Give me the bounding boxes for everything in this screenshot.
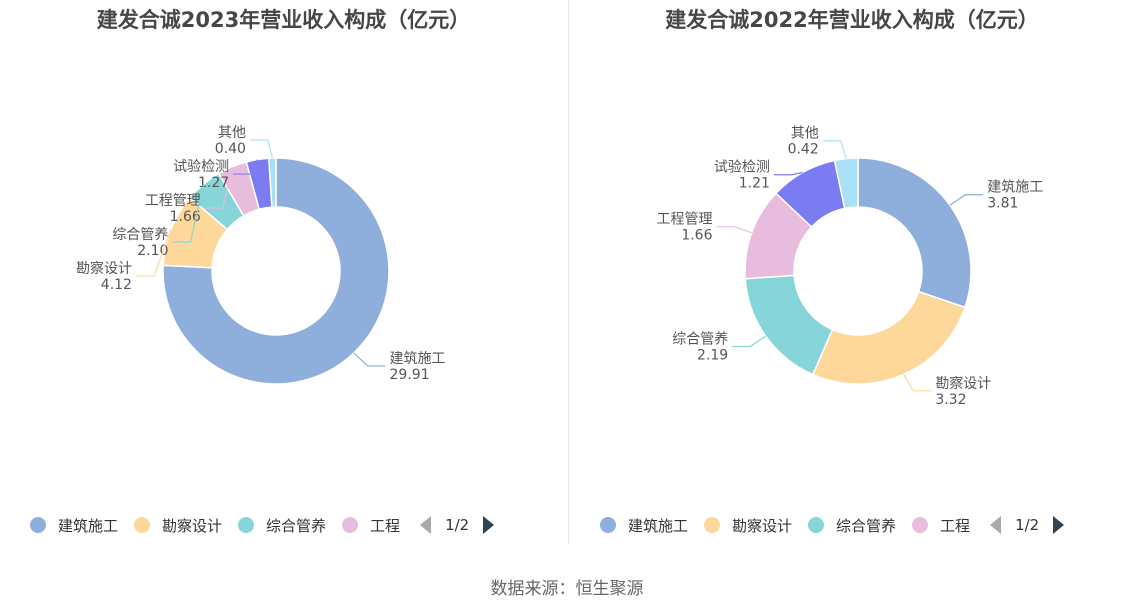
legend-item-survey-design[interactable]: 勘察设计	[704, 515, 792, 536]
slice-label-2: 综合管养	[112, 227, 168, 243]
source-note: 数据来源：恒生聚源	[490, 579, 644, 599]
leader-line-5	[822, 140, 847, 159]
slice-value-3: 1.66	[681, 228, 712, 244]
legend-dot	[600, 517, 616, 533]
legend-pager: 1/2	[990, 516, 1065, 534]
legend-item-construction[interactable]: 建筑施工	[30, 515, 118, 536]
pager-text: 1/2	[1015, 516, 1040, 534]
slice-value-1: 4.12	[101, 277, 132, 293]
pager-text: 1/2	[445, 516, 470, 534]
legend-dot	[134, 517, 151, 533]
slice-label-4: 试验检测	[714, 160, 770, 176]
pager-prev-icon[interactable]	[420, 516, 432, 534]
legend-item-engineering[interactable]: 工程	[912, 515, 970, 536]
legend-label: 综合管养	[836, 516, 897, 535]
legend: 建筑施工 勘察设计 综合管养 工程 1/2	[30, 512, 495, 538]
slice-value-0: 3.81	[987, 196, 1018, 212]
slice-label-0: 建筑施工	[987, 180, 1043, 196]
legend-label: 建筑施工	[628, 516, 689, 535]
slice-0[interactable]	[162, 157, 390, 385]
chart-title: 建发合诚2023年营业收入构成（亿元）	[96, 8, 471, 32]
legend-item-engineering[interactable]: 工程	[342, 515, 400, 536]
leader-line-0	[353, 352, 386, 367]
legend-dot	[808, 517, 825, 533]
pager-next-icon[interactable]	[1053, 516, 1065, 534]
leader-line-3	[204, 166, 233, 209]
leader-line-5	[249, 139, 273, 159]
slice-5[interactable]	[833, 157, 859, 210]
leader-line-3	[716, 226, 752, 234]
slice-label-3: 工程管理	[145, 193, 201, 209]
legend-label: 勘察设计	[162, 516, 223, 535]
slice-value-5: 0.42	[788, 142, 819, 158]
slice-label-5: 其他	[218, 125, 246, 141]
slice-label-3: 工程管理	[656, 212, 712, 228]
panel-divider	[568, 0, 569, 545]
legend-label: 工程	[940, 516, 971, 535]
legend-dot	[342, 517, 359, 533]
leader-line-4	[233, 159, 259, 175]
chart-panel-2023: 建发合诚2023年营业收入构成（亿元） 建筑施工 29.91 其他 0.40 试验检测 1…	[0, 0, 567, 545]
pager-next-icon[interactable]	[483, 516, 495, 534]
legend-dot	[912, 517, 929, 533]
legend-dot	[238, 517, 255, 533]
slice-value-2: 2.10	[137, 243, 168, 259]
slice-value-4: 1.27	[198, 175, 229, 191]
legend-item-maintenance[interactable]: 综合管养	[808, 515, 896, 536]
leader-line-4	[773, 171, 803, 176]
chart-panel-2022: 建发合诚2022年营业收入构成（亿元） 建筑施工 3.81 勘察设计 3.32 其他 0.…	[570, 0, 1134, 545]
slice-value-3: 1.66	[170, 209, 201, 225]
slice-label-2: 综合管养	[672, 331, 728, 347]
slice-value-0: 29.91	[390, 367, 430, 383]
legend-pager: 1/2	[420, 516, 495, 534]
slice-value-1: 3.32	[935, 392, 966, 408]
slice-2[interactable]	[744, 274, 834, 376]
slice-value-4: 1.21	[739, 176, 770, 192]
chart-title: 建发合诚2022年营业收入构成（亿元）	[665, 8, 1039, 32]
slice-value-5: 0.40	[215, 141, 246, 157]
legend-label: 工程	[370, 516, 401, 535]
slice-label-0: 建筑施工	[390, 351, 446, 367]
leader-line-2	[172, 184, 205, 243]
legend-item-construction[interactable]: 建筑施工	[600, 515, 688, 536]
legend-item-maintenance[interactable]: 综合管养	[238, 515, 326, 536]
pager-prev-icon[interactable]	[990, 516, 1002, 534]
slice-label-1: 勘察设计	[76, 260, 132, 277]
leader-line-0	[949, 194, 984, 206]
slice-5[interactable]	[268, 157, 277, 208]
legend-label: 建筑施工	[58, 516, 119, 535]
slice-1[interactable]	[811, 290, 966, 385]
legend-dot	[30, 517, 46, 533]
leader-line-1	[135, 229, 172, 277]
legend-label: 综合管养	[266, 516, 327, 535]
slice-value-2: 2.19	[697, 347, 728, 363]
legend-item-survey-design[interactable]: 勘察设计	[134, 515, 222, 536]
slice-0[interactable]	[857, 157, 972, 309]
slice-label-1: 勘察设计	[935, 375, 991, 392]
leader-line-2	[732, 335, 766, 348]
legend: 建筑施工 勘察设计 综合管养 工程 1/2	[600, 512, 1065, 538]
slice-label-4: 试验检测	[173, 159, 229, 175]
slice-label-5: 其他	[791, 126, 819, 142]
legend-label: 勘察设计	[732, 516, 793, 535]
legend-dot	[704, 517, 721, 533]
leader-line-1	[903, 374, 932, 392]
